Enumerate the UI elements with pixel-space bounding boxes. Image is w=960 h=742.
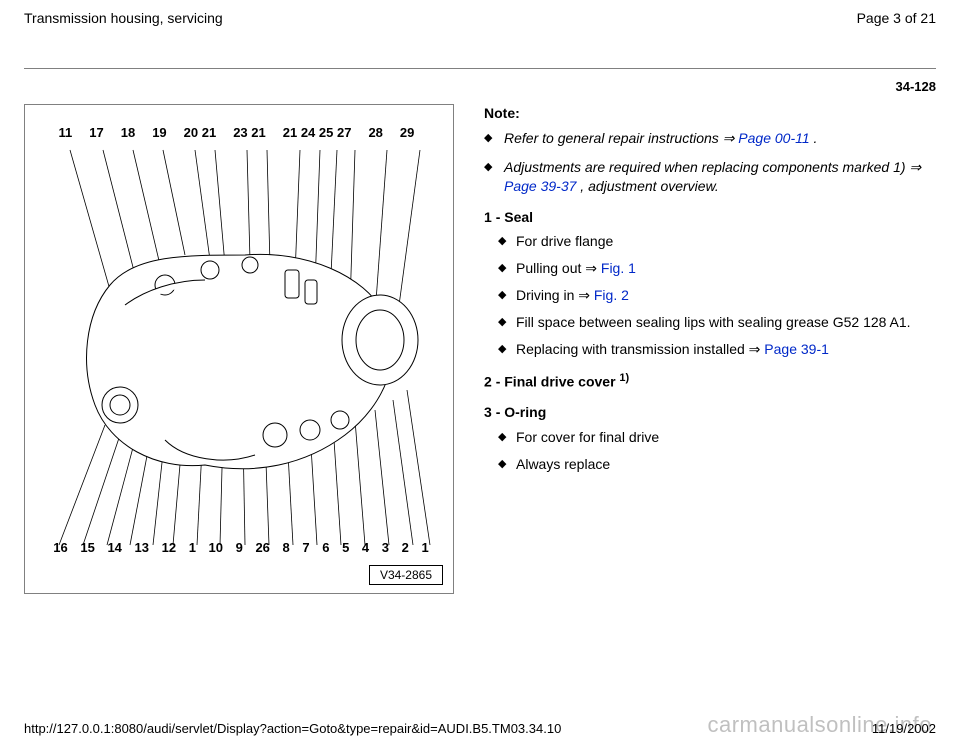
- figure-callout-label: 15: [80, 540, 94, 555]
- figure-callout-label: 1: [189, 540, 196, 555]
- item-subpoint: Driving in ⇒ Fig. 2: [516, 286, 932, 305]
- header-rule: [24, 68, 936, 69]
- figure-callout-label: 1: [421, 540, 428, 555]
- figure-callout-label: 19: [152, 125, 166, 140]
- figure-callout-label: 6: [322, 540, 329, 555]
- figure-callout-label: 20 21: [184, 125, 217, 140]
- figure-callout-label: 13: [135, 540, 149, 555]
- figure-callout-label: 14: [107, 540, 121, 555]
- note-item: Adjustments are required when replacing …: [502, 158, 932, 196]
- figure-callout-label: 3: [382, 540, 389, 555]
- numbered-items: 1 - Seal For drive flange Pulling out ⇒ Fi…: [484, 208, 932, 475]
- item-subpoint: Always replace: [516, 455, 932, 474]
- page-link[interactable]: Fig. 2: [594, 287, 629, 303]
- figure-callout-label: 29: [400, 125, 414, 140]
- figure-callout-label: 28: [368, 125, 382, 140]
- figure-top-labels: 11 17 18 19 20 21 23 21 21 24 25 27 28 29: [25, 125, 453, 140]
- item-heading: 1 - Seal: [484, 208, 932, 227]
- note-heading: Note:: [484, 104, 932, 123]
- main-row: 1117181920 2123 2121 24 25 272829: [24, 104, 936, 594]
- transmission-diagram: [25, 105, 455, 595]
- item-subpoint: Pulling out ⇒ Fig. 1: [516, 259, 932, 278]
- footer-date: 11/19/2002: [872, 721, 936, 736]
- figure-callout-label: 17: [89, 125, 103, 140]
- doc-title: Transmission housing, servicing: [24, 10, 223, 26]
- item-subpoint: Fill space between sealing lips with sea…: [516, 313, 932, 332]
- page-code: 34-128: [24, 79, 936, 94]
- figure-callout-label: 12: [162, 540, 176, 555]
- page-link[interactable]: Page 39-1: [764, 341, 829, 357]
- item-sublist: For drive flange Pulling out ⇒ Fig. 1 Driv…: [484, 232, 932, 358]
- figure-callout-label: 8: [283, 540, 290, 555]
- figure-callout-label: 9: [236, 540, 243, 555]
- page-link[interactable]: Page 00-11: [738, 130, 809, 146]
- figure-callout-label: 21 24 25 27: [283, 125, 352, 140]
- page-link[interactable]: Fig. 1: [601, 260, 636, 276]
- figure-callout-label: 10: [209, 540, 223, 555]
- figure-callout-label: 5: [342, 540, 349, 555]
- pager: Page 3 of 21: [857, 10, 936, 26]
- figure-callout-label: 23 21: [233, 125, 266, 140]
- note-list: Refer to general repair instructions ⇒ P…: [484, 129, 932, 196]
- page-header: Transmission housing, servicing Page 3 o…: [24, 10, 936, 26]
- figure-callout-label: 4: [362, 540, 369, 555]
- item-subpoint: For cover for final drive: [516, 428, 932, 447]
- figure-bottom-labels: 161514131211092687654321: [25, 540, 453, 555]
- footer-url: http://127.0.0.1:8080/audi/servlet/Displ…: [24, 721, 561, 736]
- figure-callout-label: 7: [302, 540, 309, 555]
- note-item: Refer to general repair instructions ⇒ P…: [502, 129, 932, 148]
- text-content: Note: Refer to general repair instructio…: [484, 104, 936, 594]
- item-sublist: For cover for final drive Always replace: [484, 428, 932, 474]
- figure-callout-label: 16: [53, 540, 67, 555]
- exploded-view-figure: 1117181920 2123 2121 24 25 272829: [24, 104, 454, 594]
- figure-callout-label: 26: [255, 540, 269, 555]
- page-link[interactable]: Page 39-37: [504, 178, 576, 194]
- figure-callout-label: 11: [59, 125, 73, 140]
- figure-callout-label: 18: [121, 125, 135, 140]
- page-footer: http://127.0.0.1:8080/audi/servlet/Displ…: [24, 721, 936, 736]
- item-heading: 2 - Final drive cover 1): [484, 371, 932, 392]
- figure-id: V34-2865: [369, 565, 443, 585]
- item-subpoint: For drive flange: [516, 232, 932, 251]
- figure-callout-label: 2: [402, 540, 409, 555]
- item-heading: 3 - O-ring: [484, 403, 932, 422]
- item-subpoint: Replacing with transmission installed ⇒ …: [516, 340, 932, 359]
